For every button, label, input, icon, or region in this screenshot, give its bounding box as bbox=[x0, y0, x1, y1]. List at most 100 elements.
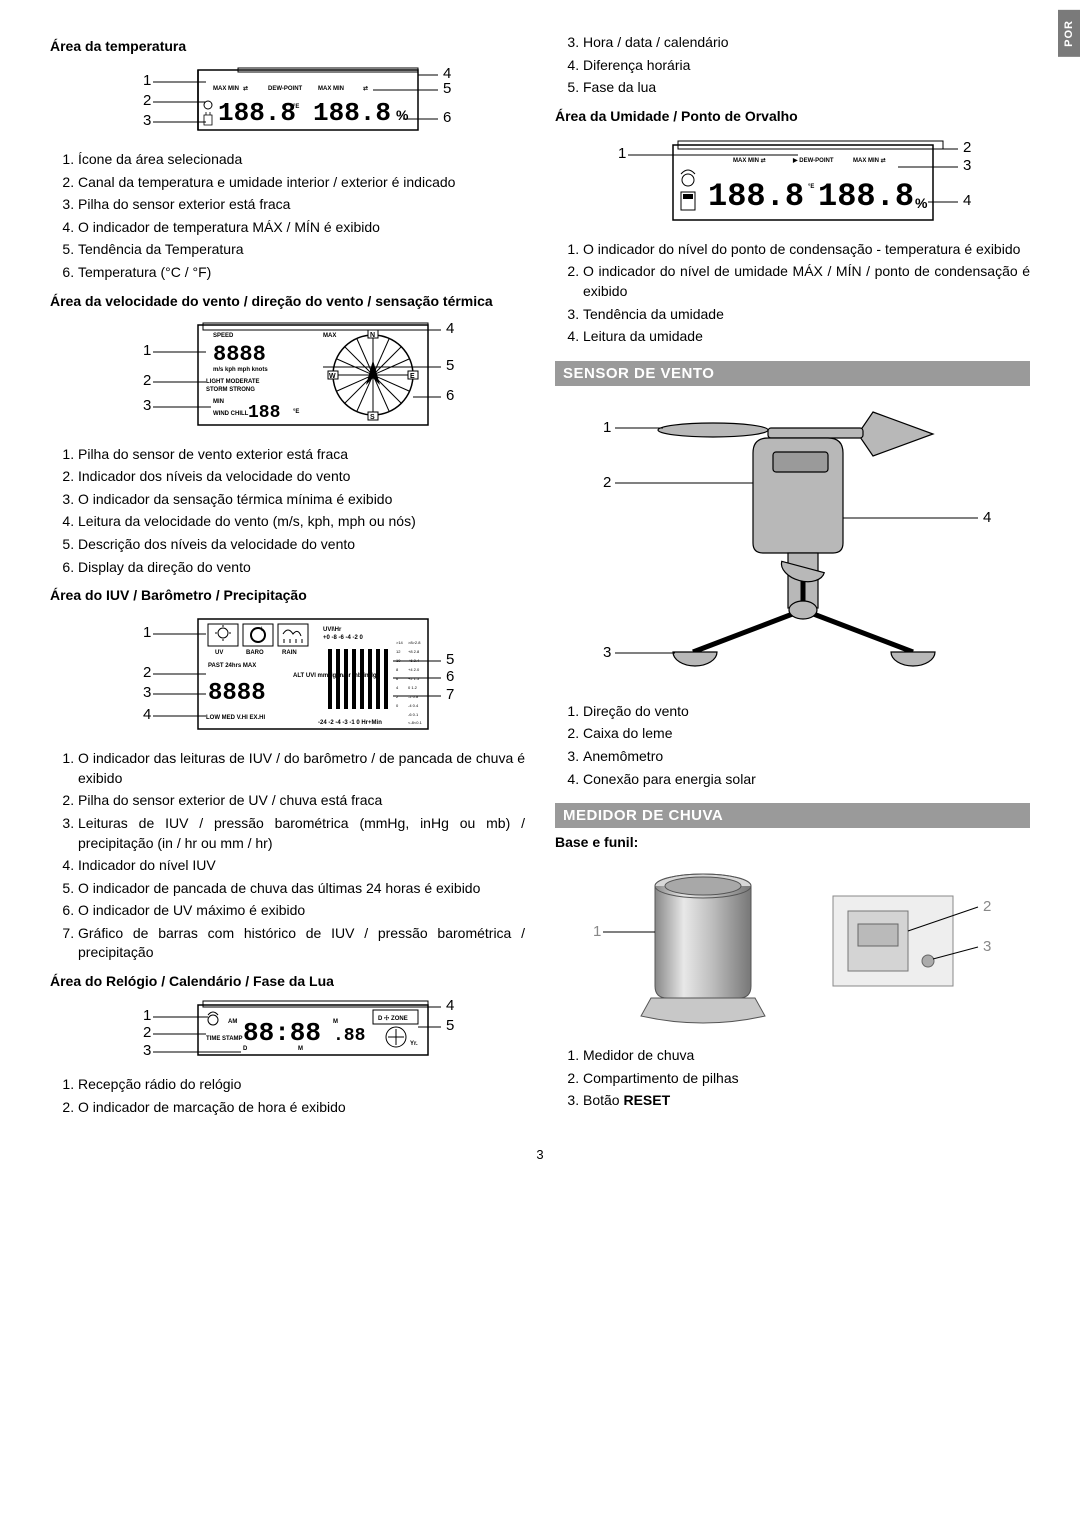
svg-text:5: 5 bbox=[446, 357, 454, 374]
list-item: Display da direção do vento bbox=[78, 558, 525, 578]
svg-text:<-8<0.1: <-8<0.1 bbox=[408, 720, 423, 725]
svg-text:+8 2.8: +8 2.8 bbox=[408, 649, 420, 654]
page-columns: Área da temperatura MAX MIN ⇄ DEW-POINT … bbox=[50, 30, 1030, 1127]
svg-text:0 1.2: 0 1.2 bbox=[408, 685, 418, 690]
svg-text:>8>2.8: >8>2.8 bbox=[408, 640, 421, 645]
wind-diagram: SPEED MAX 8888 m/s kph mph knots LIGHT M… bbox=[98, 315, 478, 435]
list-item: Temperatura (°C / °F) bbox=[78, 263, 525, 283]
svg-text:5: 5 bbox=[446, 1017, 454, 1034]
left-column: Área da temperatura MAX MIN ⇄ DEW-POINT … bbox=[50, 30, 525, 1127]
svg-text:°E: °E bbox=[293, 409, 299, 415]
list-item: O indicador da sensação térmica mínima é… bbox=[78, 490, 525, 510]
svg-text:UVI\Hr: UVI\Hr bbox=[323, 627, 342, 633]
svg-text:m/s kph mph knots: m/s kph mph knots bbox=[213, 367, 268, 373]
temp-list: Ícone da área selecionada Canal da tempe… bbox=[78, 150, 525, 283]
list-item: Leituras de IUV / pressão barométrica (m… bbox=[78, 814, 525, 853]
svg-text:2: 2 bbox=[963, 139, 971, 156]
svg-text:1: 1 bbox=[618, 145, 626, 162]
svg-text:3: 3 bbox=[143, 397, 151, 414]
svg-text:ALT UVI mmHg in/hr mb inHg: ALT UVI mmHg in/hr mb inHg bbox=[293, 673, 377, 679]
svg-text:1: 1 bbox=[143, 72, 151, 89]
svg-text:1: 1 bbox=[143, 624, 151, 641]
svg-text:2: 2 bbox=[143, 1024, 151, 1041]
svg-text:°E: °E bbox=[293, 104, 299, 110]
list-item: Recepção rádio do relógio bbox=[78, 1075, 525, 1095]
list-item: O indicador de pancada de chuva das últi… bbox=[78, 879, 525, 899]
svg-text:5: 5 bbox=[443, 80, 451, 97]
svg-text:2: 2 bbox=[143, 92, 151, 109]
svg-text:MAX MIN ⇄: MAX MIN ⇄ bbox=[733, 156, 766, 164]
svg-text:.88: .88 bbox=[333, 1026, 365, 1046]
svg-text:1: 1 bbox=[143, 342, 151, 359]
list-item: Leitura da umidade bbox=[583, 327, 1030, 347]
wind-area-title: Área da velocidade do vento / direção do… bbox=[50, 293, 525, 309]
svg-text:6: 6 bbox=[446, 668, 454, 685]
svg-text:BARO: BARO bbox=[246, 650, 264, 656]
svg-text:188.8: 188.8 bbox=[708, 178, 804, 215]
clock-list: Recepção rádio do relógio O indicador de… bbox=[78, 1075, 525, 1117]
svg-text:%: % bbox=[396, 107, 409, 123]
svg-text:LOW MED V.HI EX.HI: LOW MED V.HI EX.HI bbox=[206, 715, 265, 721]
svg-text:12: 12 bbox=[396, 649, 401, 654]
svg-text:3: 3 bbox=[143, 112, 151, 129]
svg-text:2: 2 bbox=[143, 664, 151, 681]
list-item: Compartimento de pilhas bbox=[583, 1069, 1030, 1089]
svg-text:188.8: 188.8 bbox=[818, 178, 914, 215]
svg-text:4: 4 bbox=[983, 509, 991, 526]
svg-text:2: 2 bbox=[143, 372, 151, 389]
svg-text:AM: AM bbox=[228, 1019, 237, 1025]
list-item: Pilha do sensor exterior de UV / chuva e… bbox=[78, 791, 525, 811]
svg-text:3: 3 bbox=[603, 644, 611, 661]
svg-text:4: 4 bbox=[446, 997, 454, 1014]
svg-text:188.8: 188.8 bbox=[313, 98, 391, 128]
reset-bold: RESET bbox=[623, 1092, 670, 1108]
rain-subtitle: Base e funil: bbox=[555, 834, 1030, 850]
list-item: Pilha do sensor exterior está fraca bbox=[78, 195, 525, 215]
svg-text:%: % bbox=[915, 195, 928, 211]
svg-text:MIN: MIN bbox=[213, 399, 224, 405]
svg-text:7: 7 bbox=[446, 686, 454, 703]
svg-text:PAST 24hrs MAX: PAST 24hrs MAX bbox=[208, 663, 256, 669]
uv-area-title: Área do IUV / Barômetro / Precipitação bbox=[50, 587, 525, 603]
svg-text:+4 2.0: +4 2.0 bbox=[408, 667, 420, 672]
svg-text:4: 4 bbox=[446, 320, 454, 337]
list-item: O indicador do nível do ponto de condens… bbox=[583, 240, 1030, 260]
svg-text:-24 -2 -4 -3 -1 0 Hr+Min: -24 -2 -4 -3 -1 0 Hr+Min bbox=[318, 720, 382, 726]
list-item: Tendência da Temperatura bbox=[78, 240, 525, 260]
wind-sensor-diagram: 1 2 3 4 bbox=[573, 392, 1013, 692]
page-number: 3 bbox=[50, 1147, 1030, 1162]
language-tab: POR bbox=[1058, 10, 1080, 57]
svg-text:1: 1 bbox=[603, 419, 611, 436]
wind-sensor-list: Direção do vento Caixa do leme Anemômetr… bbox=[583, 702, 1030, 789]
uv-list: O indicador das leituras de IUV / do bar… bbox=[78, 749, 525, 963]
svg-text:2: 2 bbox=[983, 898, 991, 915]
list-item: O indicador de temperatura MÁX / MÍN é e… bbox=[78, 218, 525, 238]
svg-text:MAX MIN: MAX MIN bbox=[213, 86, 239, 92]
svg-text:8888: 8888 bbox=[208, 680, 266, 707]
svg-text:M: M bbox=[298, 1046, 303, 1052]
svg-text:-6 0.1: -6 0.1 bbox=[408, 712, 419, 717]
svg-text:M: M bbox=[333, 1019, 338, 1025]
wind-list: Pilha do sensor de vento exterior está f… bbox=[78, 445, 525, 578]
svg-text:3: 3 bbox=[143, 684, 151, 701]
svg-text:+0 -8 -6 -4 -2 0: +0 -8 -6 -4 -2 0 bbox=[323, 635, 364, 641]
list-item: Tendência da umidade bbox=[583, 305, 1030, 325]
svg-text:▶ DEW-POINT: ▶ DEW-POINT bbox=[792, 157, 834, 164]
svg-text:MAX: MAX bbox=[323, 333, 336, 339]
list-item: O indicador das leituras de IUV / do bar… bbox=[78, 749, 525, 788]
svg-text:-4 0.4: -4 0.4 bbox=[408, 703, 419, 708]
rain-gauge-diagram: 1 2 3 bbox=[573, 856, 1013, 1036]
svg-text:5: 5 bbox=[446, 651, 454, 668]
list-item: Indicador dos níveis da velocidade do ve… bbox=[78, 467, 525, 487]
svg-text:⇄: ⇄ bbox=[243, 84, 248, 92]
svg-text:2: 2 bbox=[603, 474, 611, 491]
svg-text:Yr.: Yr. bbox=[410, 1041, 418, 1047]
list-item: Leitura da velocidade do vento (m/s, kph… bbox=[78, 512, 525, 532]
temp-area-title: Área da temperatura bbox=[50, 38, 525, 54]
list-item: Fase da lua bbox=[583, 78, 1030, 98]
humidity-area-title: Área da Umidade / Ponto de Orvalho bbox=[555, 108, 1030, 124]
svg-text:RAIN: RAIN bbox=[282, 650, 297, 656]
item-text: Botão bbox=[583, 1092, 623, 1108]
svg-text:6: 6 bbox=[446, 387, 454, 404]
list-item: Caixa do leme bbox=[583, 724, 1030, 744]
